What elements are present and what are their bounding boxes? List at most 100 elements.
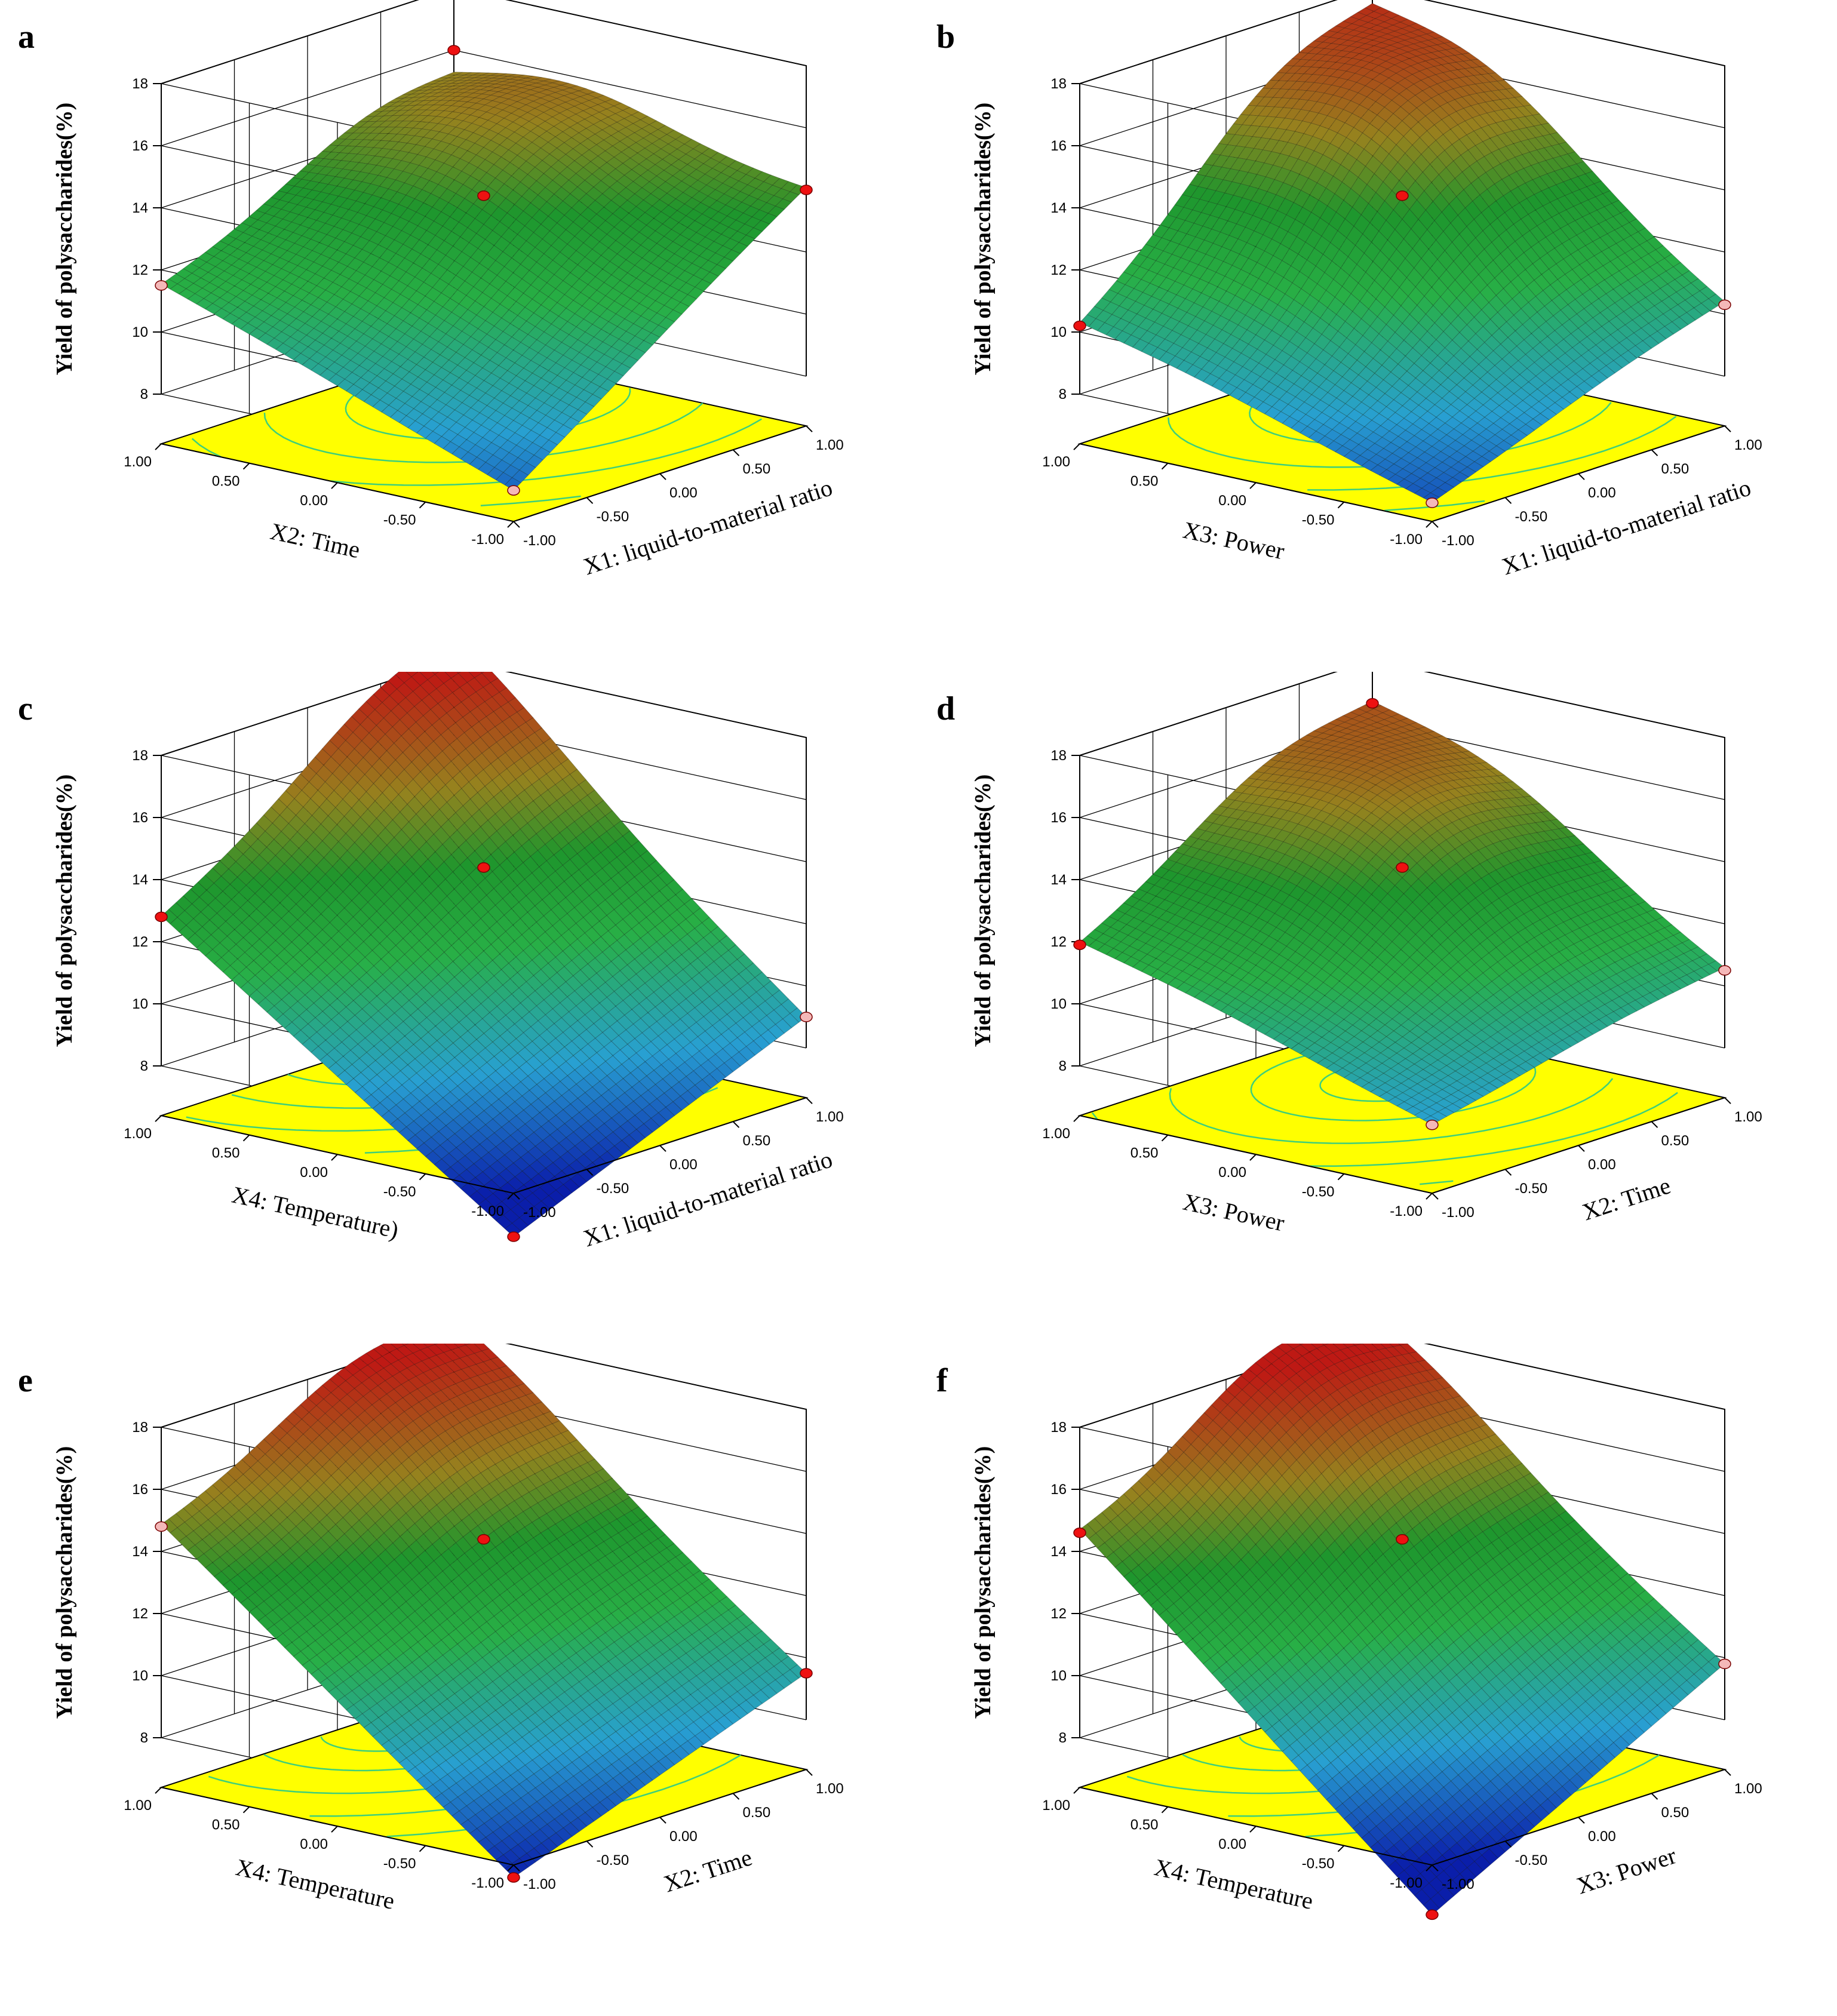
chart-panel-b: b 8 10 12 14 16 18 Yield of polysaccharides(%) -… — [918, 0, 1837, 672]
x-axis-label: X1: liquid-to-material ratio — [580, 1145, 835, 1252]
design-points — [1073, 190, 1731, 508]
y-axis-label: Yield of polysaccharides(%) — [52, 775, 77, 1047]
z-tick-label: -0.50 — [383, 512, 416, 528]
surface-plot-f: f 8 10 12 14 16 18 Yield of polysaccharides(%) -… — [936, 1344, 1762, 1920]
x-tick-label: 1.00 — [1734, 1781, 1762, 1797]
y-tick-label: 12 — [1050, 1606, 1067, 1622]
panel-letter: c — [18, 690, 33, 727]
y-axis-label: Yield of polysaccharides(%) — [970, 1446, 996, 1719]
y-axis: 8 10 12 14 16 18 Yield of polysaccharides(%) — [970, 748, 1080, 1074]
y-tick-label: 18 — [1050, 76, 1067, 92]
y-tick-label: 18 — [132, 76, 148, 92]
contour-line — [263, 402, 704, 463]
z-tick-label: 1.00 — [1042, 1126, 1070, 1142]
y-tick-label: 14 — [132, 200, 148, 216]
chart-panel-e: e 8 10 12 14 16 18 Yield of polysaccharides(%) -… — [0, 1344, 918, 2015]
x-axis-label: X1: liquid-to-material ratio — [1498, 474, 1754, 580]
z-tick-label: 0.50 — [1131, 1145, 1159, 1161]
contour-line — [1420, 1180, 1454, 1185]
panel-letter: a — [18, 19, 35, 56]
y-tick-label: 8 — [1059, 1058, 1067, 1074]
x-tick-label: -0.50 — [597, 1852, 629, 1869]
x-tick-label: -1.00 — [1442, 533, 1474, 549]
front-frame — [1079, 1769, 1725, 1866]
x-tick-label: -0.50 — [1515, 1181, 1548, 1197]
y-tick-label: 18 — [1050, 1419, 1067, 1436]
z-tick-label: 0.50 — [1131, 474, 1159, 490]
panel-letter: e — [18, 1362, 33, 1399]
y-tick-label: 12 — [1050, 262, 1067, 278]
x-tick-label: -1.00 — [523, 1204, 556, 1221]
design-point — [507, 1872, 520, 1883]
design-point — [447, 45, 460, 56]
x-tick-label: 0.50 — [743, 461, 771, 477]
z-tick-label: -0.50 — [1302, 1856, 1335, 1872]
surface-plot-b: b 8 10 12 14 16 18 Yield of polysaccharides(%) -… — [936, 0, 1762, 580]
x-tick-label: -1.00 — [1442, 1876, 1474, 1892]
design-point — [800, 1668, 813, 1679]
z-tick-label: 1.00 — [1042, 454, 1070, 470]
design-point — [1718, 965, 1731, 976]
y-tick-label: 14 — [132, 872, 148, 888]
y-tick-label: 10 — [132, 324, 148, 340]
x-tick-label: 0.00 — [669, 1157, 698, 1173]
y-axis: 8 10 12 14 16 18 Yield of polysaccharides(%) — [970, 1419, 1080, 1746]
x-tick-label: 1.00 — [816, 1781, 844, 1797]
y-tick-label: 10 — [132, 1668, 148, 1684]
response-surface — [161, 1344, 807, 1878]
y-tick-label: 8 — [140, 386, 148, 402]
x-tick-label: -1.00 — [1442, 1204, 1474, 1221]
y-tick-label: 16 — [1050, 138, 1067, 154]
y-tick-label: 8 — [140, 1058, 148, 1074]
design-point — [1426, 1909, 1439, 1920]
design-points — [155, 45, 813, 496]
x-tick-label: 1.00 — [1734, 1109, 1762, 1125]
x-tick-label: 1.00 — [816, 1109, 844, 1125]
y-tick-label: 12 — [132, 1606, 148, 1622]
chart-panel-a: a 8 10 12 14 16 18 Yield of polysaccharides(%) -… — [0, 0, 918, 672]
design-point — [1396, 190, 1409, 201]
response-surface — [1079, 1344, 1725, 1915]
design-points — [155, 862, 813, 1242]
z-axis-label: X3: Power — [1181, 1188, 1287, 1237]
z-tick-label: -0.50 — [1302, 512, 1335, 528]
y-axis: 8 10 12 14 16 18 Yield of polysaccharides(%) — [52, 748, 161, 1074]
z-tick-label: -1.00 — [471, 1875, 504, 1891]
x-tick-label: 0.00 — [1588, 485, 1616, 501]
design-points — [1073, 698, 1731, 1130]
response-surface — [1079, 3, 1725, 503]
y-tick-label: 16 — [132, 1482, 148, 1498]
design-point — [155, 1521, 168, 1532]
design-point — [800, 185, 813, 195]
y-tick-label: 10 — [1050, 996, 1067, 1012]
z-tick-label: 0.00 — [300, 1836, 328, 1852]
y-tick-label: 14 — [1050, 1544, 1067, 1560]
chart-panel-c: c 8 10 12 14 16 18 Yield of polysaccharides(%) -… — [0, 672, 918, 1344]
x-tick-label: 1.00 — [1734, 437, 1762, 453]
x-tick-label: 0.00 — [669, 485, 698, 501]
design-point — [1718, 299, 1731, 311]
x-tick-label: 0.00 — [1588, 1828, 1616, 1845]
z-tick-label: 0.00 — [1218, 1164, 1246, 1181]
y-tick-label: 14 — [1050, 200, 1067, 216]
x-tick-label: -1.00 — [523, 1876, 556, 1892]
y-axis: 8 10 12 14 16 18 Yield of polysaccharides(%) — [970, 76, 1080, 402]
x-axis-label: X3: Power — [1573, 1842, 1679, 1899]
y-axis-label: Yield of polysaccharides(%) — [52, 1446, 77, 1719]
design-point — [1073, 320, 1086, 331]
surface-plot-a: a 8 10 12 14 16 18 Yield of polysaccharides(%) -… — [18, 0, 844, 580]
z-axis-label: X2: Time — [268, 518, 363, 564]
design-point — [1073, 939, 1086, 950]
y-tick-label: 12 — [1050, 934, 1067, 950]
x-axis-label: X2: Time — [661, 1843, 755, 1897]
design-point — [800, 1012, 813, 1022]
design-point — [1426, 1120, 1439, 1130]
x-tick-label: 0.00 — [669, 1828, 698, 1845]
z-tick-label: 0.50 — [212, 1817, 240, 1833]
chart-panel-d: d 8 10 12 14 16 18 Yield of polysaccharides(%) -… — [918, 672, 1837, 1344]
y-tick-label: 16 — [1050, 810, 1067, 826]
y-tick-label: 12 — [132, 262, 148, 278]
x-tick-label: 0.50 — [743, 1805, 771, 1821]
design-point — [1396, 1534, 1409, 1545]
x-tick-label: -1.00 — [523, 533, 556, 549]
